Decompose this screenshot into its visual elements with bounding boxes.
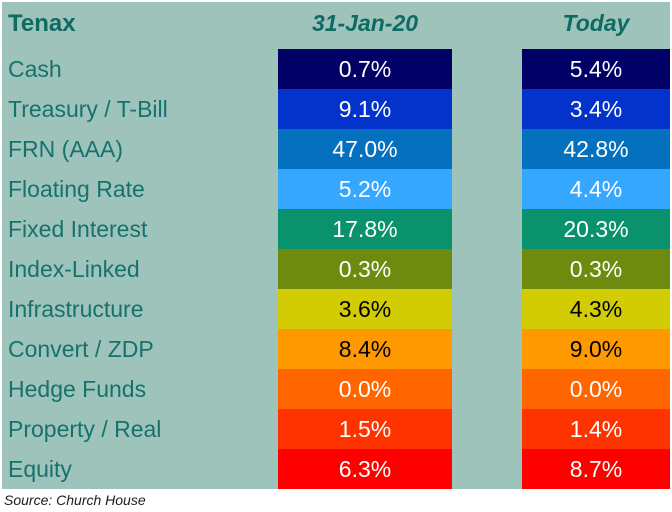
asset-label: Convert / ZDP [8,335,154,362]
table-row: Treasury / T-Bill 9.1% 3.4% [2,89,670,129]
value-cell-31-jan-20: 1.5% [278,409,452,449]
value-cell-31-jan-20: 8.4% [278,329,452,369]
value-cell-today: 42.8% [522,129,670,169]
table-row: FRN (AAA) 47.0% 42.8% [2,129,670,169]
value-cell-today: 0.0% [522,369,670,409]
value-cell-today: 0.3% [522,249,670,289]
allocation-panel: Tenax 31-Jan-20 Today Cash 0.7% 5.4% Tre… [2,2,670,489]
asset-label: Hedge Funds [8,375,147,402]
asset-label: Floating Rate [8,175,145,202]
value-cell-31-jan-20: 0.7% [278,49,452,89]
table-row: Floating Rate 5.2% 4.4% [2,169,670,209]
table-row: Convert / ZDP 8.4% 9.0% [2,329,670,369]
value-cell-31-jan-20: 0.3% [278,249,452,289]
value-cell-31-jan-20: 9.1% [278,89,452,129]
asset-label: Cash [8,55,62,82]
table-row: Cash 0.7% 5.4% [2,49,670,89]
value-cell-31-jan-20: 0.0% [278,369,452,409]
table-row: Hedge Funds 0.0% 0.0% [2,369,670,409]
asset-label: Property / Real [8,415,162,442]
value-cell-today: 1.4% [522,409,670,449]
table-row: Fixed Interest 17.8% 20.3% [2,209,670,249]
value-cell-31-jan-20: 6.3% [278,449,452,489]
value-cell-today: 3.4% [522,89,670,129]
asset-label: Infrastructure [8,295,144,322]
table-row: Infrastructure 3.6% 4.3% [2,289,670,329]
asset-label: FRN (AAA) [8,135,123,162]
value-cell-today: 9.0% [522,329,670,369]
value-cell-today: 8.7% [522,449,670,489]
value-cell-today: 4.3% [522,289,670,329]
value-cell-today: 20.3% [522,209,670,249]
column-header-31-jan-20: 31-Jan-20 [311,10,419,36]
asset-label: Equity [8,455,72,482]
table-row: Equity 6.3% 8.7% [2,449,670,489]
table-row: Index-Linked 0.3% 0.3% [2,249,670,289]
asset-label: Index-Linked [8,255,140,282]
allocation-rows: Cash 0.7% 5.4% Treasury / T-Bill 9.1% 3.… [2,49,670,489]
fund-title: Tenax [8,10,76,37]
table-header: Tenax 31-Jan-20 Today [2,2,670,49]
table-row: Property / Real 1.5% 1.4% [2,409,670,449]
value-cell-31-jan-20: 47.0% [278,129,452,169]
value-cell-31-jan-20: 3.6% [278,289,452,329]
asset-label: Fixed Interest [8,215,148,242]
value-cell-today: 5.4% [522,49,670,89]
column-header-today: Today [562,10,630,36]
source-note: Source: Church House [4,492,146,508]
value-cell-31-jan-20: 5.2% [278,169,452,209]
value-cell-31-jan-20: 17.8% [278,209,452,249]
value-cell-today: 4.4% [522,169,670,209]
asset-label: Treasury / T-Bill [8,95,168,122]
